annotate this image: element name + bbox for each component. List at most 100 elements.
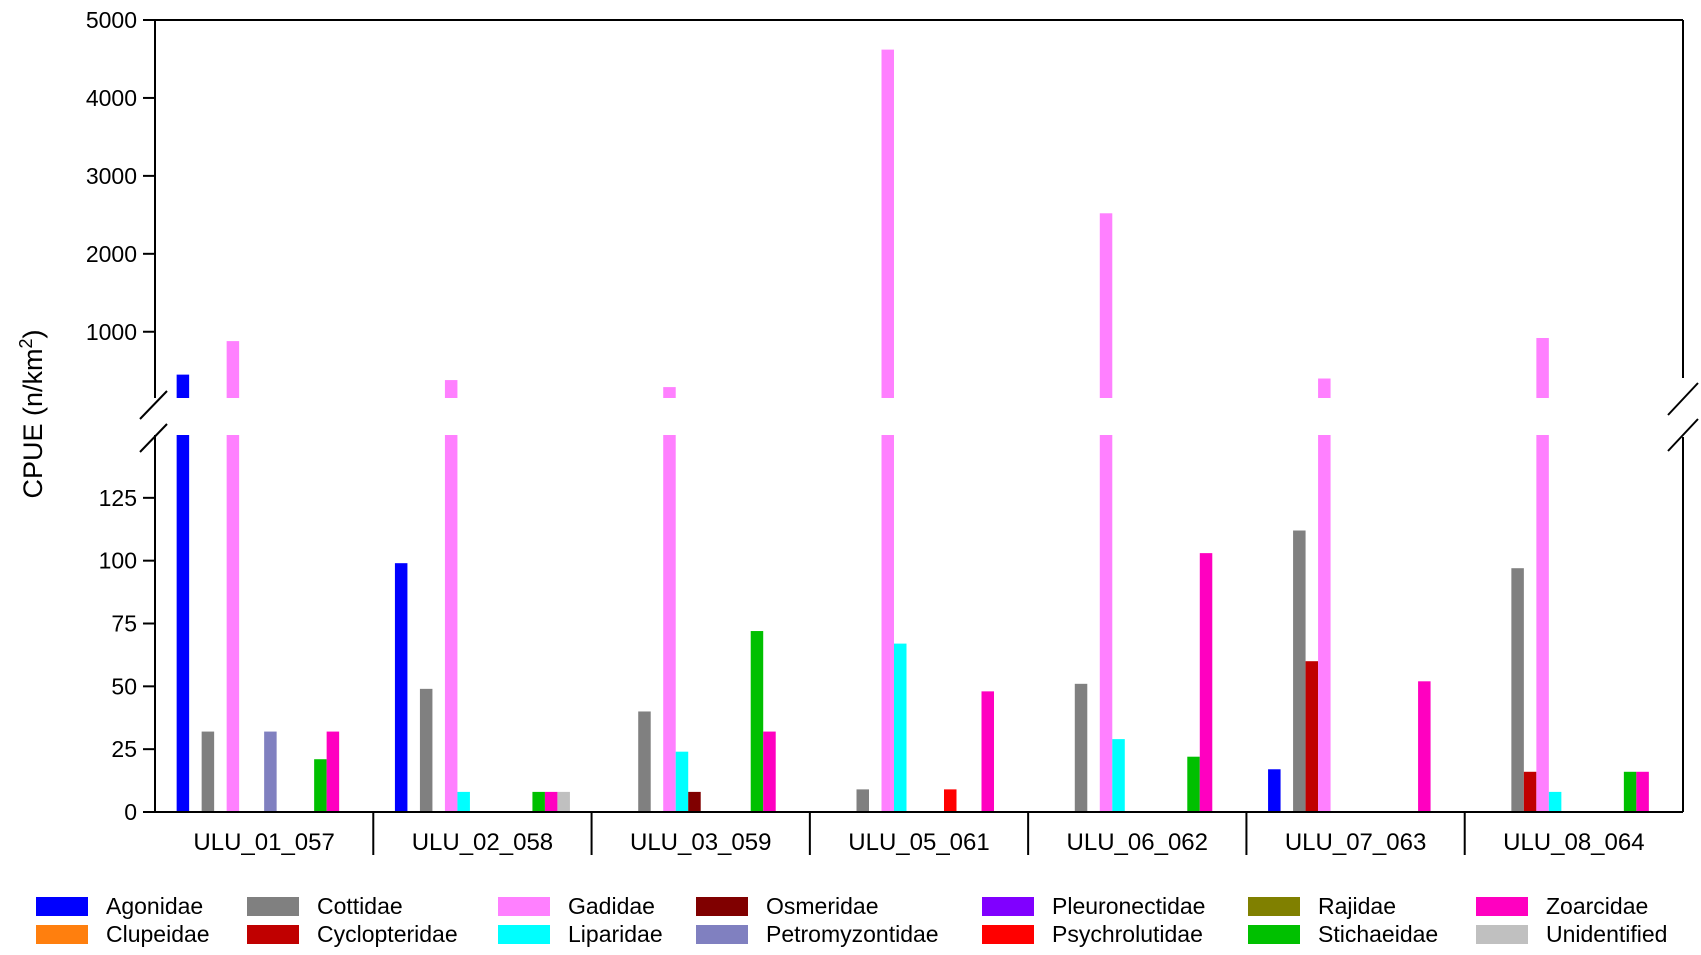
y-tick-label-2000: 2000 bbox=[86, 241, 137, 267]
x-tick-label: ULU_06_062 bbox=[1067, 829, 1208, 856]
legend-label: Cottidae bbox=[317, 892, 403, 919]
axis-break-left-1 bbox=[139, 390, 168, 420]
bar-zoarcidae-ulu-02-058 bbox=[544, 791, 558, 812]
bar-cottidae-ulu-03-059 bbox=[638, 711, 651, 812]
bar-gadidae-ulu-06-062-upper bbox=[1099, 213, 1113, 398]
legend-swatch bbox=[1248, 896, 1300, 916]
bar-petromyzontidae-ulu-01-057 bbox=[264, 731, 277, 812]
legend-swatch bbox=[498, 924, 550, 944]
legend-swatch bbox=[1248, 924, 1300, 944]
bar-gadidae-ulu-02-058-upper bbox=[444, 380, 458, 398]
legend-label: Psychrolutidae bbox=[1052, 920, 1203, 947]
x-tick-label: ULU_08_064 bbox=[1503, 829, 1644, 856]
bar-gadidae-ulu-08-064-upper bbox=[1536, 337, 1549, 398]
legend-item-stichaeidae: Stichaeidae bbox=[1248, 921, 1438, 947]
legend-item-liparidae: Liparidae bbox=[498, 921, 663, 947]
bar-agonidae-ulu-01-057-lower bbox=[176, 435, 190, 812]
legend-item-agonidae: Agonidae bbox=[36, 893, 203, 919]
bar-stichaeidae-ulu-01-057 bbox=[314, 759, 327, 812]
bar-liparidae-ulu-02-058 bbox=[457, 791, 470, 812]
bar-zoarcidae-ulu-08-064 bbox=[1636, 771, 1649, 812]
y-tick-label-50: 50 bbox=[111, 673, 137, 699]
axes-layer: 1000 2000 3000 4000 5000 0 25 50 75 100 125 ULU_01_… bbox=[86, 7, 1699, 856]
bar-gadidae-ulu-01-057-upper bbox=[226, 341, 240, 398]
legend-swatch bbox=[247, 896, 299, 916]
bar-stichaeidae-ulu-06-062 bbox=[1187, 756, 1200, 812]
bar-gadidae-ulu-06-062-lower bbox=[1099, 435, 1113, 812]
x-tick-label: ULU_07_063 bbox=[1285, 829, 1426, 856]
y-tick-label-4000: 4000 bbox=[86, 85, 137, 111]
y-axis-label: CPUE (n/km2) bbox=[16, 329, 48, 498]
legend-item-cottidae: Cottidae bbox=[247, 893, 403, 919]
legend-item-gadidae: Gadidae bbox=[498, 893, 655, 919]
bar-osmeridae-ulu-03-059 bbox=[688, 791, 701, 812]
bar-liparidae-ulu-03-059 bbox=[675, 751, 689, 812]
legend-swatch bbox=[982, 924, 1034, 944]
x-tick-label: ULU_01_057 bbox=[193, 829, 334, 856]
legend-swatch bbox=[696, 896, 748, 916]
y-tick-label-25: 25 bbox=[111, 736, 137, 762]
legend-label: Rajidae bbox=[1318, 892, 1396, 919]
x-tick-label: ULU_05_061 bbox=[848, 829, 989, 856]
bar-zoarcidae-ulu-06-062 bbox=[1199, 553, 1213, 812]
legend-item-petromyzontidae: Petromyzontidae bbox=[696, 921, 939, 947]
bar-cottidae-ulu-07-063 bbox=[1293, 530, 1306, 812]
x-tick-label: ULU_02_058 bbox=[412, 829, 553, 856]
bar-cyclopteridae-ulu-07-063 bbox=[1305, 661, 1319, 812]
bar-cottidae-ulu-06-062 bbox=[1074, 683, 1088, 812]
bar-cottidae-ulu-08-064 bbox=[1511, 568, 1524, 812]
legend-swatch bbox=[696, 924, 748, 944]
x-tick-label: ULU_03_059 bbox=[630, 829, 771, 856]
legend-item-clupeidae: Clupeidae bbox=[36, 921, 210, 947]
bar-cyclopteridae-ulu-08-064 bbox=[1523, 771, 1537, 812]
bar-liparidae-ulu-08-064 bbox=[1548, 791, 1562, 812]
bar-gadidae-ulu-07-063-lower bbox=[1318, 435, 1331, 812]
bar-stichaeidae-ulu-03-059 bbox=[750, 631, 764, 812]
legend: Agonidae Clupeidae Cottidae Cyclopteridae Ga… bbox=[36, 893, 1696, 953]
legend-label: Unidentified bbox=[1546, 920, 1668, 947]
legend-label: Pleuronectidae bbox=[1052, 892, 1206, 919]
legend-swatch bbox=[247, 924, 299, 944]
bar-gadidae-ulu-07-063-upper bbox=[1318, 378, 1331, 398]
bar-gadidae-ulu-01-057-lower bbox=[226, 435, 240, 812]
legend-item-rajidae: Rajidae bbox=[1248, 893, 1396, 919]
y-tick-label-0: 0 bbox=[124, 799, 137, 825]
legend-item-unidentified: Unidentified bbox=[1476, 921, 1667, 947]
legend-item-zoarcidae: Zoarcidae bbox=[1476, 893, 1648, 919]
y-tick-label-100: 100 bbox=[99, 548, 137, 574]
axis-break-left-2 bbox=[139, 423, 168, 453]
y-tick-label-1000: 1000 bbox=[86, 319, 137, 345]
legend-item-psychrolutidae: Psychrolutidae bbox=[982, 921, 1203, 947]
bar-agonidae-ulu-01-057-upper bbox=[176, 374, 190, 398]
bar-gadidae-ulu-05-061-upper bbox=[881, 49, 894, 399]
bar-gadidae-ulu-02-058-lower bbox=[444, 435, 458, 812]
legend-swatch bbox=[498, 896, 550, 916]
legend-item-cyclopteridae: Cyclopteridae bbox=[247, 921, 458, 947]
legend-label: Gadidae bbox=[568, 892, 655, 919]
bar-cottidae-ulu-01-057 bbox=[201, 731, 215, 812]
bar-agonidae-ulu-02-058 bbox=[394, 563, 408, 812]
bar-agonidae-ulu-07-063 bbox=[1268, 769, 1281, 812]
legend-label: Petromyzontidae bbox=[766, 920, 939, 947]
bar-stichaeidae-ulu-08-064 bbox=[1623, 771, 1637, 812]
legend-swatch bbox=[36, 924, 88, 944]
bar-liparidae-ulu-05-061 bbox=[894, 643, 907, 812]
bar-cottidae-ulu-02-058 bbox=[419, 688, 433, 812]
bar-gadidae-ulu-03-059-upper bbox=[663, 387, 676, 398]
bar-unidentified-ulu-02-058 bbox=[557, 791, 570, 812]
bar-zoarcidae-ulu-05-061 bbox=[981, 691, 994, 812]
y-tick-label-3000: 3000 bbox=[86, 163, 137, 189]
bar-zoarcidae-ulu-03-059 bbox=[763, 731, 776, 812]
bars-layer bbox=[176, 49, 1649, 812]
y-tick-label-5000: 5000 bbox=[86, 7, 137, 33]
bar-cottidae-ulu-05-061 bbox=[856, 789, 869, 812]
bar-zoarcidae-ulu-07-063 bbox=[1418, 681, 1431, 812]
legend-label: Agonidae bbox=[106, 892, 204, 919]
legend-swatch bbox=[1476, 924, 1528, 944]
bar-liparidae-ulu-06-062 bbox=[1112, 739, 1125, 812]
legend-label: Zoarcidae bbox=[1546, 892, 1649, 919]
legend-label: Osmeridae bbox=[766, 892, 879, 919]
legend-swatch bbox=[1476, 896, 1528, 916]
axis-break-right-1 bbox=[1667, 382, 1699, 416]
bar-gadidae-ulu-03-059-lower bbox=[663, 435, 676, 812]
